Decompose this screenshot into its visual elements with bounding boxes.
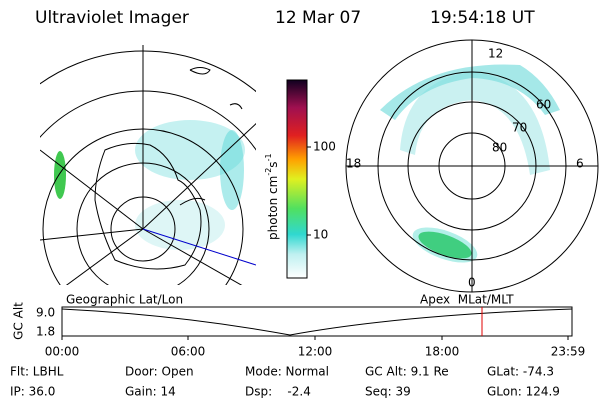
colorbar-unit: photon cm-2s-1: [264, 153, 280, 240]
alt-xtick-label: 18:00: [425, 345, 460, 359]
title: Ultraviolet Imager: [35, 8, 189, 28]
alt-xtick-label: 00:00: [45, 345, 80, 359]
alt-ytick: 1.8: [36, 325, 55, 339]
polar-label: 18: [346, 157, 361, 171]
polar-ring-label: 70: [512, 121, 527, 135]
status-field: Dsp: -2.4: [245, 385, 311, 399]
geographic-map: [40, 45, 256, 285]
colorbar: [286, 79, 308, 279]
status-field: GC Alt: 9.1 Re: [365, 365, 449, 379]
polar-image: [380, 64, 560, 263]
status-field: IP: 36.0: [10, 385, 55, 399]
polar-label: 6: [576, 157, 584, 171]
status-field: Gain: 14: [125, 385, 176, 399]
date: 12 Mar 07: [275, 8, 361, 28]
colorbar-tick: 100: [313, 140, 336, 154]
alt-xtick-label: 06:00: [171, 345, 206, 359]
status-field: GLat: -74.3: [487, 365, 554, 379]
alt-xtick-label: 12:00: [298, 345, 333, 359]
alt-xtick-label: 23:59: [551, 345, 586, 359]
colorbar-tick: 10: [313, 228, 328, 242]
polar-ring-label: 80: [492, 141, 507, 155]
alt-axis-label: GC Alt: [12, 302, 26, 340]
polar-label: 12: [488, 47, 503, 61]
polar-label: 0: [468, 276, 476, 290]
alt-curve: [61, 308, 573, 336]
alt-caption: Geographic Lat/Lon: [66, 293, 183, 307]
alt-caption: Apex MLat/MLT: [420, 293, 514, 307]
time: 19:54:18 UT: [430, 8, 535, 28]
polar-grid: [345, 39, 599, 293]
alt-ytick: 9.0: [36, 306, 55, 320]
status-field: Flt: LBHL: [10, 365, 64, 379]
alt-frame: [61, 306, 573, 337]
status-field: Mode: Normal: [245, 365, 329, 379]
status-field: Seq: 39: [365, 385, 411, 399]
status-field: GLon: 124.9: [487, 385, 560, 399]
status-field: Door: Open: [125, 365, 194, 379]
polar-ring-label: 60: [536, 98, 551, 112]
